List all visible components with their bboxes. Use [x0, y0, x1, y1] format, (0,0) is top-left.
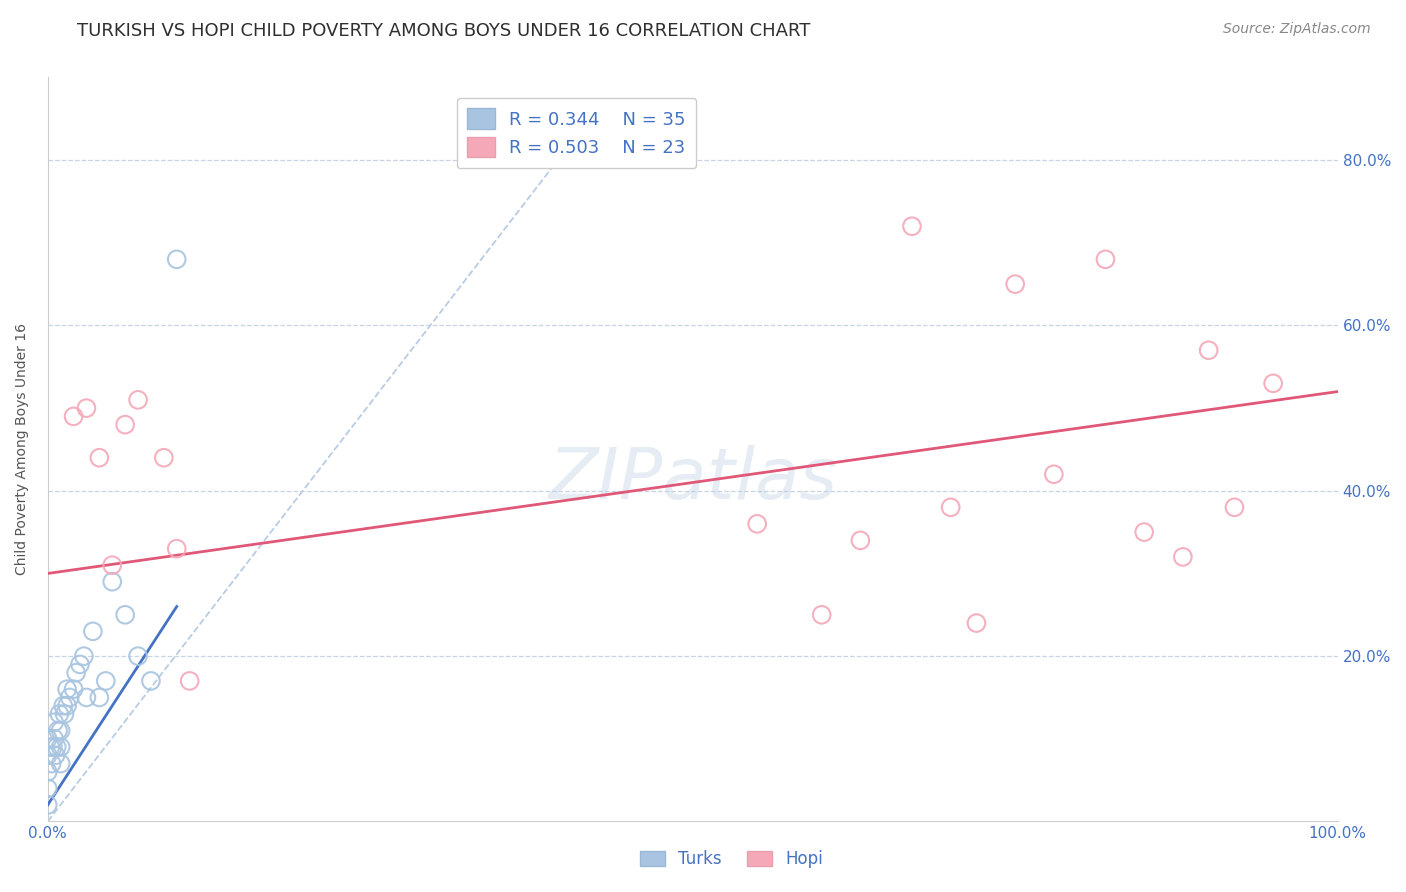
Point: [39, 740, 62, 755]
Point: [49, 740, 72, 755]
Point: [49, 756, 72, 771]
Point: [62, 682, 84, 697]
Point: [89, 450, 111, 465]
Point: [45, 740, 67, 755]
Point: [901, 219, 924, 234]
Point: [1043, 467, 1066, 482]
Point: [139, 673, 162, 688]
Point: [114, 607, 136, 622]
Point: [75, 401, 97, 416]
Point: [37, 731, 59, 746]
Point: [1133, 525, 1156, 540]
Point: [42, 740, 65, 755]
Point: [127, 649, 149, 664]
Point: [101, 574, 124, 589]
Point: [179, 673, 201, 688]
Point: [1223, 500, 1246, 515]
Point: [37, 797, 59, 812]
Point: [73, 649, 96, 664]
Point: [37, 748, 59, 763]
Point: [56, 698, 79, 713]
Point: [966, 615, 988, 630]
Point: [52, 698, 75, 713]
Point: [849, 533, 872, 548]
Point: [166, 252, 188, 267]
Point: [75, 690, 97, 705]
Point: [37, 764, 59, 779]
Point: [1198, 343, 1220, 358]
Point: [44, 748, 66, 763]
Point: [53, 706, 76, 721]
Point: [101, 558, 124, 573]
Point: [62, 409, 84, 424]
Point: [56, 682, 79, 697]
Legend: R = 0.344    N = 35, R = 0.503    N = 23: R = 0.344 N = 35, R = 0.503 N = 23: [457, 97, 696, 169]
Text: ZIPatlas: ZIPatlas: [548, 445, 837, 514]
Point: [1004, 277, 1026, 292]
Point: [59, 690, 82, 705]
Point: [37, 781, 59, 796]
Legend: Turks, Hopi: Turks, Hopi: [633, 844, 830, 875]
Point: [44, 715, 66, 730]
Text: Source: ZipAtlas.com: Source: ZipAtlas.com: [1223, 22, 1371, 37]
Point: [747, 516, 769, 531]
Point: [1263, 376, 1285, 391]
Point: [153, 450, 176, 465]
Point: [48, 706, 70, 721]
Point: [939, 500, 962, 515]
Point: [82, 624, 104, 639]
Point: [127, 392, 149, 407]
Point: [114, 417, 136, 432]
Point: [65, 665, 87, 680]
Point: [1094, 252, 1116, 267]
Y-axis label: Child Poverty Among Boys Under 16: Child Poverty Among Boys Under 16: [15, 324, 30, 575]
Point: [94, 673, 117, 688]
Point: [49, 723, 72, 738]
Point: [69, 657, 91, 672]
Point: [166, 541, 188, 556]
Point: [41, 756, 63, 771]
Text: TURKISH VS HOPI CHILD POVERTY AMONG BOYS UNDER 16 CORRELATION CHART: TURKISH VS HOPI CHILD POVERTY AMONG BOYS…: [77, 22, 811, 40]
Point: [810, 607, 832, 622]
Point: [44, 731, 66, 746]
Point: [46, 723, 69, 738]
Point: [1171, 549, 1194, 564]
Point: [89, 690, 111, 705]
